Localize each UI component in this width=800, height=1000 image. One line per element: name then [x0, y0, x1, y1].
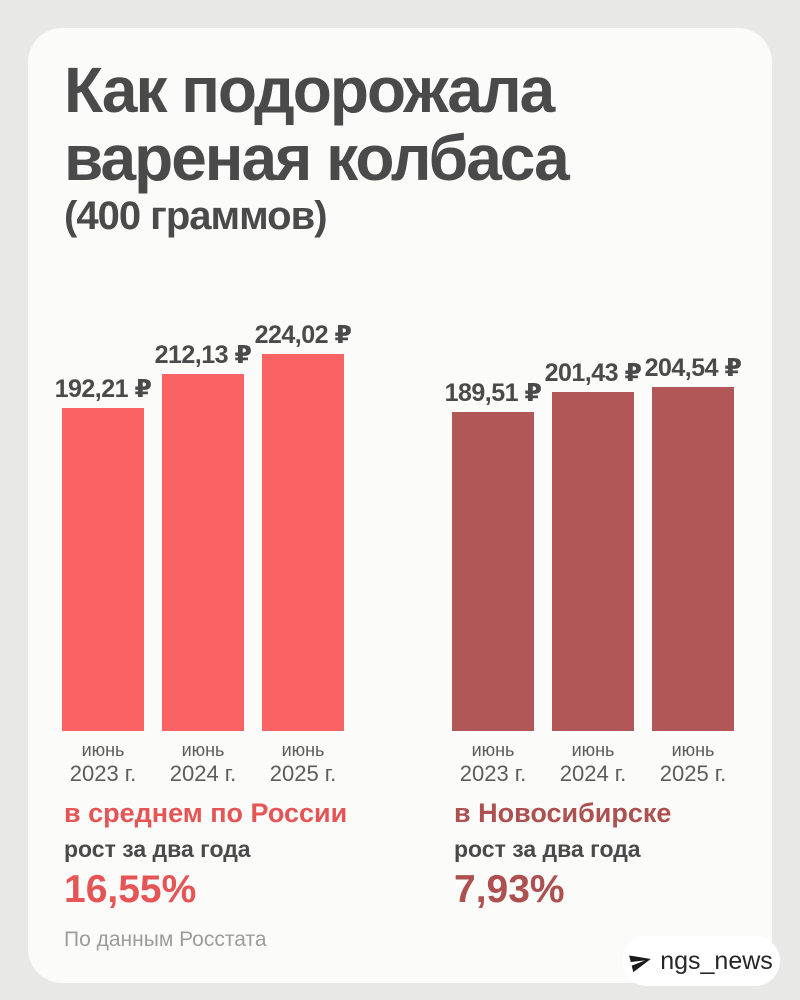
- axis-label: июнь 2023 г.: [413, 740, 573, 787]
- group-name: в Новосибирске: [454, 798, 672, 828]
- bar-value-label: 189,51 ₽: [444, 379, 542, 407]
- title-line-1: Как подорожала: [64, 54, 555, 126]
- axis-month: июнь: [281, 740, 325, 760]
- bar: [652, 387, 734, 731]
- bar: [262, 354, 344, 731]
- axis-labels: июнь 2023 г. июнь 2024 г. июнь 2025 г.: [62, 740, 358, 800]
- telegram-plane-icon: [629, 954, 651, 972]
- title-line-2: вареная колбаса: [64, 122, 570, 194]
- bars-area: 189,51 ₽201,43 ₽204,54 ₽: [445, 28, 748, 731]
- chart-group-russia: 192,21 ₽212,13 ₽224,02 ₽ июнь 2023 г. июнь…: [55, 28, 358, 983]
- infographic-card: Как подорожала вареная колбаса (400 грам…: [28, 28, 772, 983]
- growth-label: рост за два года: [454, 836, 641, 862]
- bar: [452, 412, 534, 731]
- axis-label: июнь 2024 г.: [123, 740, 283, 787]
- growth-label: рост за два года: [64, 836, 251, 862]
- axis-label: июнь 2023 г.: [23, 740, 183, 787]
- bar: [552, 392, 634, 731]
- axis-label: июнь 2025 г.: [223, 740, 383, 787]
- caption-russia: в среднем по России рост за два года 16,…: [64, 798, 347, 911]
- axis-labels: июнь 2023 г. июнь 2024 г. июнь 2025 г.: [452, 740, 748, 800]
- bar-value-label: 224,02 ₽: [254, 321, 352, 349]
- axis-year: 2024 г.: [559, 761, 627, 786]
- axis-year: 2023 г.: [69, 761, 137, 786]
- bars-area: 192,21 ₽212,13 ₽224,02 ₽: [55, 28, 358, 731]
- axis-month: июнь: [81, 740, 125, 760]
- source-note: По данным Росстата: [64, 928, 267, 951]
- title-subtitle: (400 граммов): [64, 194, 328, 238]
- axis-month: июнь: [571, 740, 615, 760]
- axis-year: 2025 г.: [269, 761, 337, 786]
- group-name: в среднем по России: [64, 798, 348, 828]
- channel-badge: ngs_news: [622, 936, 780, 986]
- axis-year: 2024 г.: [169, 761, 237, 786]
- caption-novosibirsk: в Новосибирске рост за два года 7,93%: [454, 798, 671, 911]
- channel-name: ngs_news: [660, 946, 773, 975]
- axis-month: июнь: [671, 740, 715, 760]
- bar-value-label: 204,54 ₽: [644, 354, 742, 382]
- axis-month: июнь: [471, 740, 515, 760]
- page-title: Как подорожала вареная колбаса (400 грам…: [64, 54, 570, 240]
- growth-value: 16,55%: [64, 868, 197, 911]
- axis-year: 2023 г.: [459, 761, 527, 786]
- growth-value: 7,93%: [454, 868, 565, 911]
- axis-label: июнь 2025 г.: [613, 740, 773, 787]
- chart-group-novosibirsk: 189,51 ₽201,43 ₽204,54 ₽ июнь 2023 г. июнь…: [445, 28, 748, 983]
- bar: [162, 374, 244, 731]
- bar: [62, 408, 144, 731]
- axis-label: июнь 2024 г.: [513, 740, 673, 787]
- bar-value-label: 212,13 ₽: [154, 341, 252, 369]
- axis-year: 2025 г.: [659, 761, 727, 786]
- bar-value-label: 201,43 ₽: [544, 359, 642, 387]
- axis-month: июнь: [181, 740, 225, 760]
- bar-value-label: 192,21 ₽: [54, 375, 152, 403]
